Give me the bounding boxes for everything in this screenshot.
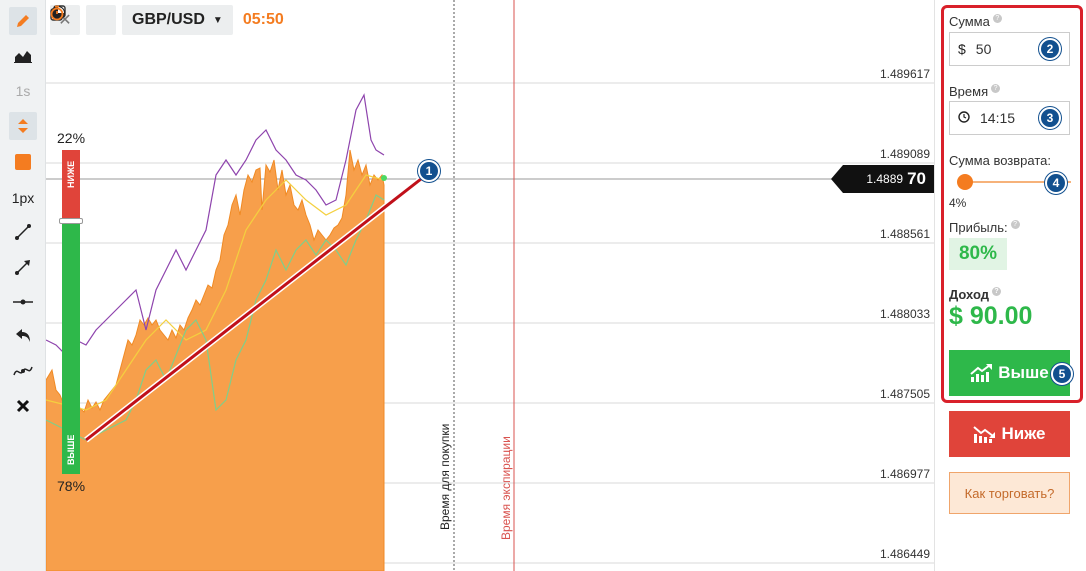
- how-to-trade-button[interactable]: Как торговать?: [949, 472, 1070, 514]
- buy-down-button[interactable]: Ниже: [949, 411, 1070, 457]
- expiry-timer: 05:50: [50, 5, 284, 29]
- price-tick: 1.488561: [879, 227, 930, 241]
- asset-selector[interactable]: GBP/USD ▼: [51, 5, 233, 35]
- price-tick: 1.488033: [879, 307, 930, 321]
- help-icon[interactable]: ?: [991, 287, 1001, 296]
- trader-sentiment-bar: НИЖЕ ВЫШЕ: [59, 150, 83, 474]
- pencil-icon[interactable]: [9, 7, 37, 35]
- buy-down-label: Ниже: [1001, 424, 1046, 443]
- price-area: [46, 149, 385, 571]
- expiration-time-label: Время экспирации: [499, 436, 513, 540]
- timeframe-button[interactable]: 1s: [15, 83, 31, 99]
- current-price-main: 1.4889: [866, 172, 904, 186]
- buy-up-button[interactable]: Выше: [949, 350, 1070, 396]
- step-marker-5: 5: [1051, 363, 1073, 385]
- timer-value: 05:50: [242, 11, 284, 28]
- price-tick: 1.486977: [879, 467, 930, 481]
- amount-label: Сумма?: [949, 14, 1002, 29]
- step-marker-2: 2: [1039, 38, 1061, 60]
- sentiment-up-pct: 78%: [57, 478, 86, 494]
- help-icon[interactable]: ?: [992, 14, 1002, 23]
- sentiment-down-segment: НИЖЕ: [62, 150, 80, 221]
- sentiment-divider: [59, 218, 83, 224]
- drawing-toolbar: 1s 1px: [0, 0, 46, 571]
- line-tool-icon[interactable]: [9, 218, 37, 246]
- current-price-tag: 1.4889 70: [831, 165, 934, 193]
- step-marker-1: 1: [418, 160, 440, 182]
- trade-panel: Сумма? $ 50 2 Время? 14:15 3 Сумма возвр…: [934, 0, 1086, 571]
- step-marker-3: 3: [1039, 107, 1061, 129]
- trade-settings-highlight: [941, 5, 1083, 403]
- sentiment-down-pct: 22%: [57, 130, 86, 146]
- color-swatch[interactable]: [9, 148, 37, 176]
- amount-value: 50: [975, 41, 992, 57]
- income-label: Доход?: [949, 287, 1001, 302]
- area-chart-icon[interactable]: [9, 42, 37, 70]
- expand-icon[interactable]: [9, 112, 37, 140]
- duplicate-icon[interactable]: [50, 5, 116, 35]
- refund-label: Сумма возврата:: [949, 153, 1051, 168]
- refund-slider-track[interactable]: [963, 181, 1071, 183]
- chevron-down-icon: ▼: [212, 14, 223, 26]
- dollar-icon: $: [958, 41, 966, 57]
- help-icon[interactable]: ?: [1010, 220, 1020, 229]
- price-tick: 1.489617: [879, 67, 930, 81]
- refund-percent: 4%: [949, 196, 967, 210]
- income-value: $ 90.00: [949, 302, 1033, 330]
- help-icon[interactable]: ?: [991, 84, 1001, 93]
- trend-down-icon: [973, 426, 996, 443]
- trend-up-icon: [970, 364, 993, 382]
- price-tick: 1.487505: [879, 387, 930, 401]
- clock-icon: [958, 110, 970, 126]
- moving-average-line: [46, 174, 385, 411]
- purchase-time-label: Время для покупки: [438, 423, 452, 530]
- profit-percent-badge: 80%: [949, 238, 1007, 270]
- refund-slider-handle[interactable]: [957, 174, 973, 190]
- line-width-button[interactable]: 1px: [11, 190, 35, 206]
- drawn-trend-line: [85, 170, 431, 442]
- arrow-line-icon[interactable]: [9, 253, 37, 281]
- last-price-dot: [381, 175, 387, 181]
- sentiment-up-label: ВЫШЕ: [66, 434, 76, 465]
- price-tick: 1.486449: [879, 547, 930, 561]
- price-chart[interactable]: ✕ GBP/USD ▼ 05:50 1.489617 1.489089 1.48…: [46, 0, 934, 571]
- step-marker-4: 4: [1045, 172, 1067, 194]
- bollinger-band-line: [46, 93, 385, 356]
- undo-icon[interactable]: [9, 322, 37, 350]
- current-price-tail: 70: [907, 169, 926, 188]
- delete-icon[interactable]: [9, 392, 37, 420]
- sentiment-up-segment: ВЫШЕ: [62, 221, 80, 474]
- sentiment-down-label: НИЖЕ: [66, 160, 76, 188]
- price-tick: 1.489089: [879, 147, 930, 161]
- stopwatch-icon: [50, 5, 64, 21]
- wave-icon[interactable]: [9, 357, 37, 385]
- time-label: Время?: [949, 84, 1001, 99]
- chart-header: ✕ GBP/USD ▼ 05:50: [50, 5, 284, 35]
- buy-up-label: Выше: [998, 363, 1049, 382]
- chart-canvas: [46, 0, 934, 571]
- horizontal-line-icon[interactable]: [9, 288, 37, 316]
- time-value: 14:15: [980, 110, 1016, 126]
- profit-label: Прибыль:?: [949, 220, 1020, 235]
- asset-pair-label: GBP/USD: [132, 11, 205, 28]
